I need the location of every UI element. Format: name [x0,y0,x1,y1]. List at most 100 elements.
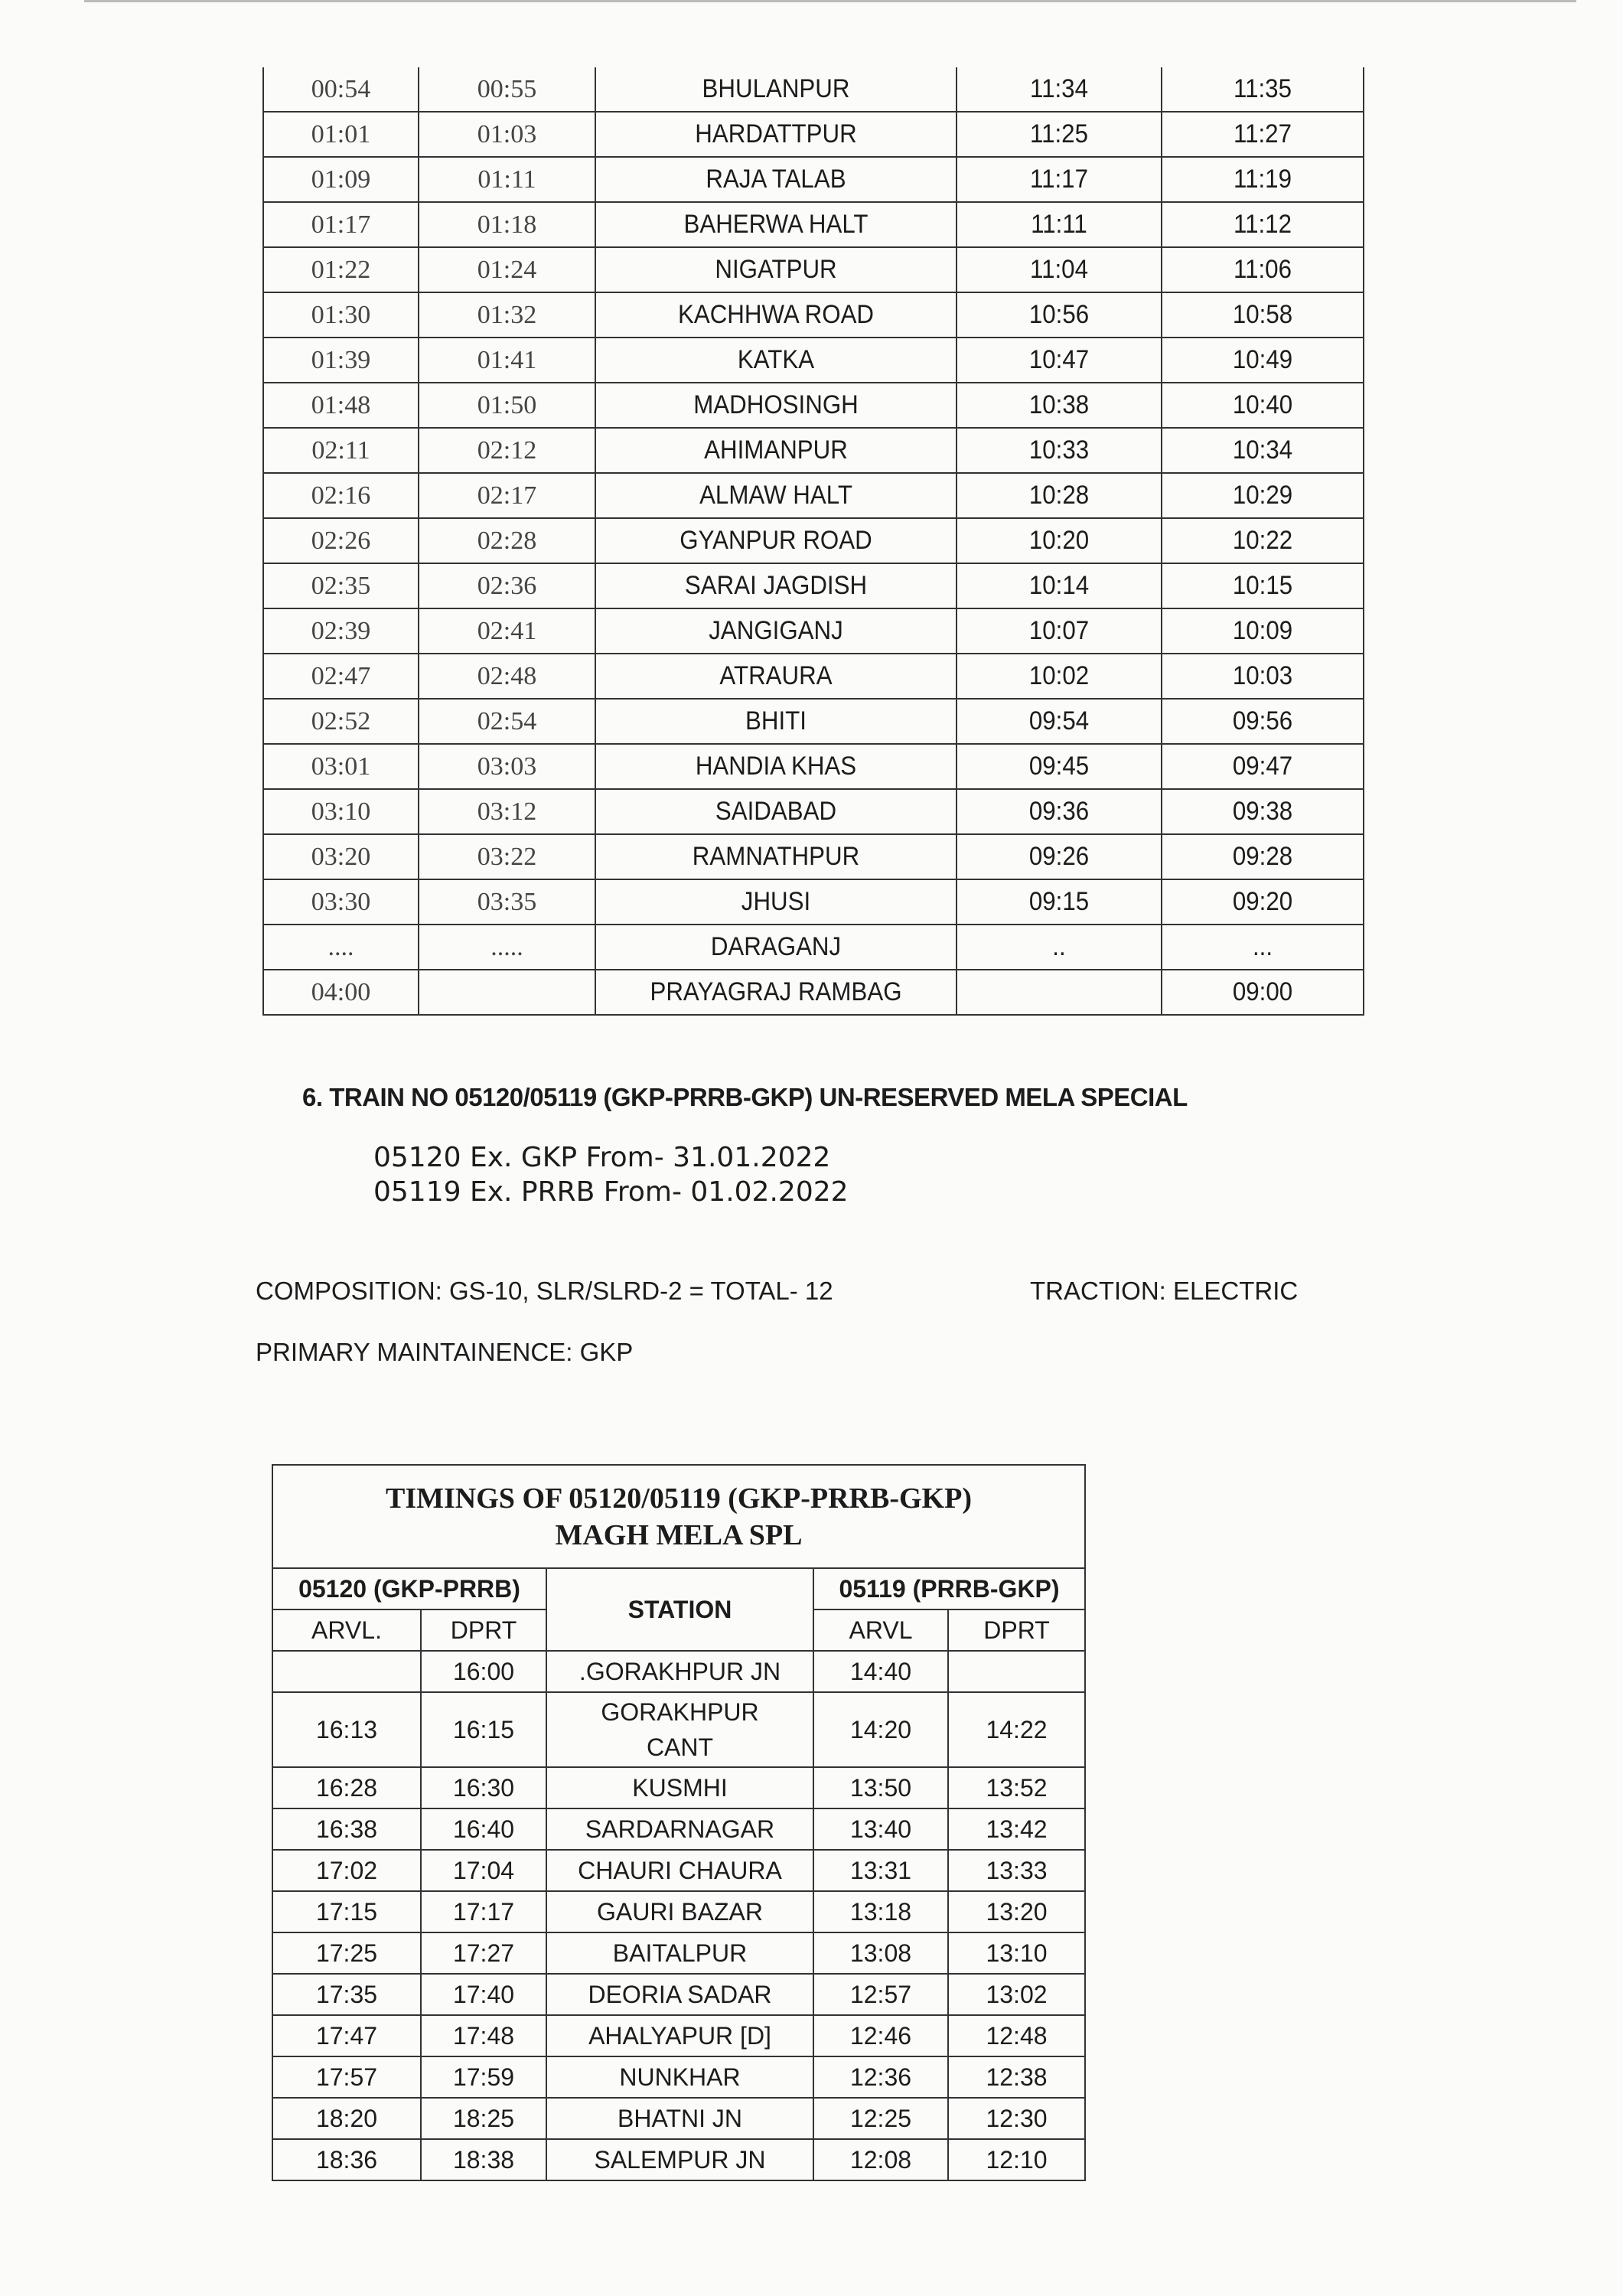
arrival-05120-cell: 03:10 [262,788,419,835]
arrival-05119-cell: 13:40 [813,1808,949,1851]
table-row: 17:15 17:17 GAURI BAZAR 13:18 13:20 [272,1890,1086,1933]
departure-05120-cell: 02:41 [418,608,596,654]
arrival-05119-cell: 11:25 [963,111,1155,158]
arrival-05120-cell: 16:28 [272,1766,422,1809]
table-row: 17:35 17:40 DEORIA SADAR 12:57 13:02 [272,1973,1086,2016]
arrival-05120-cell: 02:16 [262,472,419,519]
departure-05120-cell: 01:32 [418,292,596,338]
departure-05119-cell: 11:27 [1168,111,1357,158]
station-cell: HANDIA KHAS [608,743,943,790]
arrival-05120-cell: 01:09 [262,156,419,203]
table-row: 02:47 02:48 ATRAURA 10:02 10:03 [262,653,1364,700]
arrival-05120-cell: 03:30 [262,879,419,925]
station-cell: NUNKHAR [546,2056,814,2099]
departure-05119-cell: 10:22 [1168,517,1357,564]
arrival-05119-cell: 09:26 [963,833,1155,880]
table-row: 17:25 17:27 BAITALPUR 13:08 13:10 [272,1932,1086,1975]
table-row: 01:30 01:32 KACHHWA ROAD 10:56 10:58 [262,292,1364,338]
station-cell: BHITI [608,698,943,745]
station-cell: GYANPUR ROAD [608,517,943,564]
table-row: 03:01 03:03 HANDIA KHAS 09:45 09:47 [262,743,1364,790]
departure-05120-cell: 17:27 [420,1932,547,1975]
table-row: 02:52 02:54 BHITI 09:54 09:56 [262,698,1364,745]
arrival-05120-cell: 17:47 [272,2014,422,2057]
arrival-05120-cell: 02:52 [262,698,419,745]
table-row: 18:36 18:38 SALEMPUR JN 12:08 12:10 [272,2138,1086,2181]
start-date-05120: 05120 Ex. GKP From- 31.01.2022 [373,1142,831,1173]
arrival-05120-cell: 01:17 [262,201,419,248]
station-cell: SAIDABAD [608,788,943,835]
arrival-05119-cell: 11:17 [963,156,1155,203]
arrival-05120-cell: 17:57 [272,2056,422,2099]
station-cell: RAJA TALAB [608,156,943,203]
dprt-header-05120: DPRT [420,1609,547,1652]
arrival-05119-cell: 10:02 [963,653,1155,700]
arrival-05120-cell: 02:35 [262,563,419,609]
arrival-05120-cell: 02:26 [262,517,419,564]
arrival-05120-cell [272,1650,422,1693]
arrival-05119-cell: 12:25 [813,2097,949,2140]
arrival-05119-cell: 13:18 [813,1890,949,1933]
arrival-05120-cell: 18:20 [272,2097,422,2140]
arrival-05119-cell: 12:08 [813,2138,949,2181]
departure-05119-cell: 09:38 [1168,788,1357,835]
section-heading: 6. TRAIN NO 05120/05119 (GKP-PRRB-GKP) U… [302,1083,1188,1111]
table-row: 01:39 01:41 KATKA 10:47 10:49 [262,337,1364,383]
arrival-05119-cell: 14:40 [813,1650,949,1693]
departure-05120-cell: 02:48 [418,653,596,700]
arvl-header-05120: ARVL. [272,1609,422,1652]
table-row: 02:35 02:36 SARAI JAGDISH 10:14 10:15 [262,563,1364,609]
departure-05120-cell: 02:54 [418,698,596,745]
departure-05120-cell: 16:15 [420,1691,547,1768]
departure-05120-cell: 16:00 [420,1650,547,1693]
departure-05120-cell: 01:50 [418,382,596,429]
station-cell: .GORAKHPUR JN [546,1650,814,1693]
departure-05119-cell: 09:28 [1168,833,1357,880]
departure-05120-cell: 17:48 [420,2014,547,2057]
station-cell: DARAGANJ [608,924,943,970]
departure-05119-cell: 09:47 [1168,743,1357,790]
table-row: 16:28 16:30 KUSMHI 13:50 13:52 [272,1766,1086,1809]
table-row: 02:26 02:28 GYANPUR ROAD 10:20 10:22 [262,517,1364,564]
departure-05119-cell: 13:02 [947,1973,1086,2016]
arrival-05119-cell: 10:20 [963,517,1155,564]
table-row: 03:20 03:22 RAMNATHPUR 09:26 09:28 [262,833,1364,880]
departure-05119-cell: 12:38 [947,2056,1086,2099]
departure-05120-cell: 16:40 [420,1808,547,1851]
departure-05119-cell: 09:20 [1168,879,1357,925]
arrival-05119-cell: 12:46 [813,2014,949,2057]
arrival-05120-cell: 18:36 [272,2138,422,2181]
table-row: 16:13 16:15 GORAKHPUR CANT 14:20 14:22 [272,1691,1086,1768]
station-cell: SARDARNAGAR [546,1808,814,1851]
station-cell: PRAYAGRAJ RAMBAG [608,969,943,1016]
arrival-05119-cell: 10:38 [963,382,1155,429]
station-cell: ALMAW HALT [608,472,943,519]
table-row: 00:54 00:55 BHULANPUR 11:34 11:35 [262,67,1364,113]
departure-05119-cell: 09:00 [1168,969,1357,1016]
arrival-05119-cell: 11:04 [963,246,1155,293]
table-row: ......... DARAGANJ..... [262,924,1364,970]
departure-05120-cell: 03:03 [418,743,596,790]
station-cell: BAHERWA HALT [608,201,943,248]
table-row: 16:00 .GORAKHPUR JN 14:40 [272,1650,1086,1693]
departure-05119-cell: 12:10 [947,2138,1086,2181]
departure-05120-cell [418,969,596,1016]
departure-05119-cell: 12:30 [947,2097,1086,2140]
arrival-05119-cell: .. [963,924,1155,970]
departure-05120-cell: 01:11 [418,156,596,203]
departure-05119-cell: 10:15 [1168,563,1357,609]
departure-05119-cell: 13:42 [947,1808,1086,1851]
arrival-05119-cell: 12:36 [813,2056,949,2099]
arrival-05120-cell: 00:54 [262,67,419,113]
departure-05119-cell: 13:33 [947,1849,1086,1892]
arrival-05120-cell: 17:25 [272,1932,422,1975]
table-row: 03:10 03:12 SAIDABAD 09:36 09:38 [262,788,1364,835]
departure-05119-cell: 12:48 [947,2014,1086,2057]
departure-05119-cell: ... [1168,924,1357,970]
departure-05119-cell: 13:10 [947,1932,1086,1975]
departure-05119-cell: 10:58 [1168,292,1357,338]
page-top-edge [84,0,1576,2]
arrival-05119-cell: 10:47 [963,337,1155,383]
departure-05119-cell: 10:09 [1168,608,1357,654]
timetable-continued: 00:54 00:55 BHULANPUR 11:34 11:35 01:01 01:03 H… [262,67,1364,1016]
